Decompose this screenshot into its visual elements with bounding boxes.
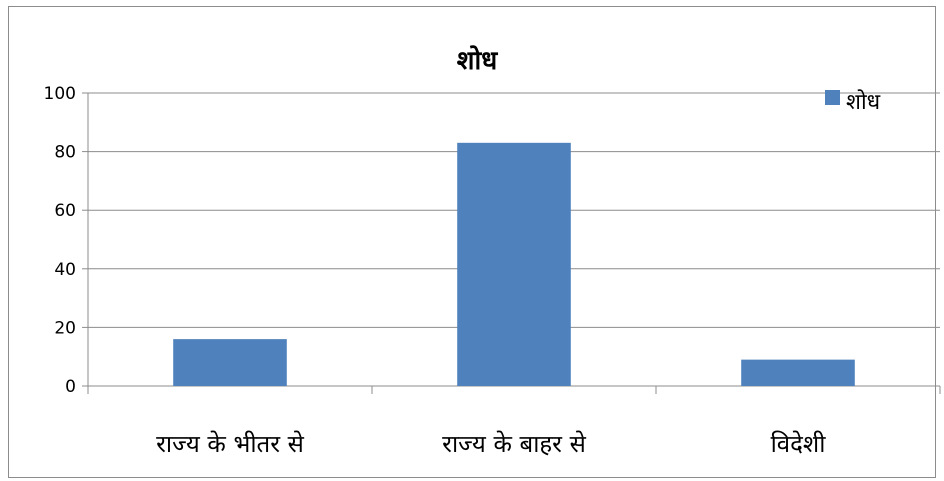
y-tick-label-0: 0 — [65, 377, 76, 397]
labels: 0 20 40 60 80 100 राज्य के भीतर से राज्य के बाह… — [44, 84, 827, 458]
legend: शोध — [825, 89, 881, 115]
y-tick-label-80: 80 — [54, 143, 76, 163]
legend-swatch — [825, 90, 840, 105]
chart-title: शोध — [457, 45, 498, 76]
bars — [173, 142, 855, 386]
bar-1 — [457, 142, 571, 386]
y-tick-label-20: 20 — [54, 318, 76, 338]
x-category-label-0: राज्य के भीतर से — [156, 430, 305, 458]
y-tick-label-40: 40 — [54, 260, 76, 280]
bar-2 — [741, 359, 855, 386]
x-category-label-1: राज्य के बाहर से — [442, 430, 586, 458]
y-tick-label-60: 60 — [54, 201, 76, 221]
x-category-label-2: विदेशी — [771, 430, 827, 458]
bar-0 — [173, 339, 287, 386]
legend-label: शोध — [846, 89, 881, 115]
y-tick-label-100: 100 — [44, 84, 76, 104]
